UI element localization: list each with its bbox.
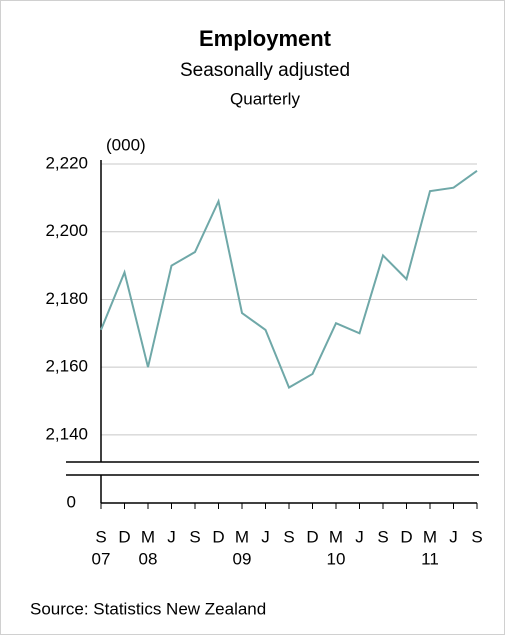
x-tick-label: M: [235, 527, 249, 546]
x-group-label: 10: [327, 549, 346, 568]
x-tick-label: D: [118, 527, 130, 546]
x-tick-label: J: [355, 527, 364, 546]
x-tick-label: M: [141, 527, 155, 546]
chart-title: Employment: [199, 26, 332, 51]
x-group-label: 11: [421, 549, 439, 568]
y-tick-label: 0: [67, 492, 76, 511]
x-tick-label: D: [306, 527, 318, 546]
x-tick-label: S: [283, 527, 294, 546]
x-group-label: 09: [233, 549, 252, 568]
x-tick-label: S: [471, 527, 482, 546]
x-group-label: 08: [139, 549, 158, 568]
source: Source: Statistics New Zealand: [30, 599, 266, 618]
y-tick-label: 2,220: [45, 153, 88, 172]
y-tick-label: 2,140: [45, 424, 88, 443]
chart-subtitle: Seasonally adjusted: [180, 60, 350, 81]
data-line: [100, 169, 478, 389]
x-tick-label: S: [95, 527, 106, 546]
frequency: Quarterly: [230, 89, 300, 108]
x-tick-label: J: [167, 527, 176, 546]
x-tick-label: D: [212, 527, 224, 546]
x-tick-label: S: [377, 527, 388, 546]
x-tick-label: S: [189, 527, 200, 546]
x-tick-label: D: [400, 527, 412, 546]
x-tick-label: M: [423, 527, 437, 546]
x-group-label: 07: [92, 549, 111, 568]
y-tick-label: 2,160: [45, 357, 88, 376]
y-tick-label: 2,180: [45, 289, 88, 308]
y-tick-label: 2,200: [45, 221, 88, 240]
x-tick-label: J: [261, 527, 270, 546]
y-unit: (000): [106, 135, 146, 154]
x-tick-label: J: [449, 527, 458, 546]
x-tick-label: M: [329, 527, 343, 546]
